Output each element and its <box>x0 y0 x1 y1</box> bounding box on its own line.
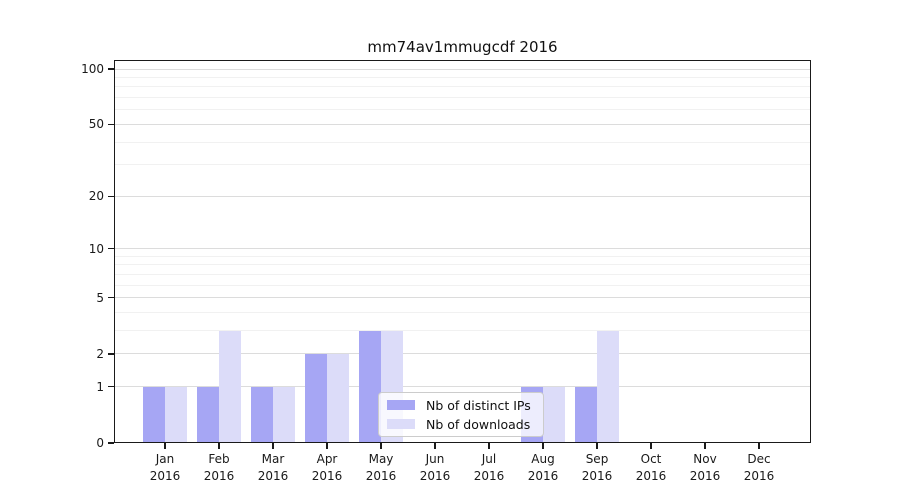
x-tick-label: Apr 2016 <box>297 451 357 485</box>
x-tick-mark <box>488 443 490 449</box>
x-tick-mark <box>272 443 274 449</box>
bar-distinct-ips <box>305 353 327 443</box>
y-minor-gridline <box>114 284 811 286</box>
x-tick-year-label: 2016 <box>149 469 181 483</box>
x-tick-year-label: 2016 <box>365 469 397 483</box>
bar-distinct-ips <box>143 386 165 443</box>
x-tick-label: May 2016 <box>351 451 411 485</box>
y-tick-label: 1 <box>96 379 104 394</box>
x-tick-mark <box>542 443 544 449</box>
x-tick-year-label: 2016 <box>743 469 775 483</box>
bar-downloads <box>165 386 187 443</box>
x-tick-label: Feb 2016 <box>189 451 249 485</box>
legend: Nb of distinct IPs Nb of downloads <box>378 392 544 437</box>
y-tick-mark <box>108 248 114 250</box>
y-tick-label: 10 <box>88 241 104 256</box>
x-tick-year-label: 2016 <box>581 469 613 483</box>
y-minor-gridline <box>114 76 811 78</box>
y-tick-label: 100 <box>81 62 104 76</box>
x-tick-mark <box>164 443 166 449</box>
y-tick-label: 20 <box>88 189 104 204</box>
y-minor-gridline <box>114 312 811 314</box>
y-tick-mark <box>108 353 114 355</box>
y-tick-mark <box>108 195 114 197</box>
legend-label-distinct-ips: Nb of distinct IPs <box>426 397 531 413</box>
bar-downloads <box>219 330 241 443</box>
x-tick-year-label: 2016 <box>473 469 505 483</box>
y-tick-label: 50 <box>88 117 104 132</box>
y-minor-gridline <box>114 264 811 266</box>
x-tick-label: Mar 2016 <box>243 451 303 485</box>
y-tick-mark <box>108 68 114 70</box>
x-tick-label: Aug 2016 <box>513 451 573 485</box>
y-major-gridline <box>114 195 811 197</box>
x-tick-mark <box>758 443 760 449</box>
y-minor-gridline <box>114 141 811 143</box>
bar-downloads <box>327 353 349 443</box>
y-major-gridline <box>114 248 811 250</box>
y-tick-label: 0 <box>96 436 104 450</box>
x-tick-mark <box>380 443 382 449</box>
x-tick-year-label: 2016 <box>635 469 667 483</box>
y-minor-gridline <box>114 109 811 111</box>
x-tick-label: Jul 2016 <box>459 451 519 485</box>
bar-distinct-ips <box>575 386 597 443</box>
x-tick-year-label: 2016 <box>203 469 235 483</box>
bar-distinct-ips <box>359 330 381 443</box>
x-tick-year-label: 2016 <box>311 469 343 483</box>
x-tick-label: Dec 2016 <box>729 451 789 485</box>
y-tick-mark <box>108 123 114 125</box>
legend-item-downloads: Nb of downloads <box>387 416 537 432</box>
y-minor-gridline <box>114 273 811 275</box>
legend-label-downloads: Nb of downloads <box>426 416 531 432</box>
chart-title: mm74av1mmugcdf 2016 <box>367 38 558 56</box>
bar-downloads <box>273 386 295 443</box>
x-tick-mark <box>326 443 328 449</box>
legend-item-distinct-ips: Nb of distinct IPs <box>387 397 537 413</box>
x-tick-year-label: 2016 <box>689 469 721 483</box>
bar-distinct-ips <box>197 386 219 443</box>
x-tick-mark <box>218 443 220 449</box>
y-minor-gridline <box>114 86 811 88</box>
x-tick-year-label: 2016 <box>527 469 559 483</box>
x-tick-mark <box>650 443 652 449</box>
y-major-gridline <box>114 68 811 70</box>
y-major-gridline <box>114 353 811 355</box>
y-minor-gridline <box>114 164 811 166</box>
y-minor-gridline <box>114 97 811 99</box>
legend-swatch-downloads-icon <box>387 419 415 429</box>
y-minor-gridline <box>114 330 811 332</box>
bar-distinct-ips <box>251 386 273 443</box>
legend-swatch-distinct-ips-icon <box>387 400 415 410</box>
y-minor-gridline <box>114 255 811 257</box>
x-tick-label: Nov 2016 <box>675 451 735 485</box>
y-tick-mark <box>108 442 114 444</box>
x-tick-label: Oct 2016 <box>621 451 681 485</box>
bar-downloads <box>543 386 565 443</box>
x-tick-label: Jun 2016 <box>405 451 465 485</box>
x-tick-mark <box>596 443 598 449</box>
x-tick-label: Sep 2016 <box>567 451 627 485</box>
y-major-gridline <box>114 297 811 299</box>
bar-downloads <box>597 330 619 443</box>
y-tick-label: 5 <box>96 290 104 305</box>
x-tick-mark <box>704 443 706 449</box>
y-tick-mark <box>108 386 114 388</box>
y-major-gridline <box>114 123 811 125</box>
x-tick-label: Jan 2016 <box>135 451 195 485</box>
x-tick-mark <box>434 443 436 449</box>
y-tick-label: 2 <box>96 346 104 361</box>
y-major-gridline <box>114 386 811 388</box>
y-tick-mark <box>108 297 114 299</box>
x-tick-year-label: 2016 <box>419 469 451 483</box>
x-tick-year-label: 2016 <box>257 469 289 483</box>
